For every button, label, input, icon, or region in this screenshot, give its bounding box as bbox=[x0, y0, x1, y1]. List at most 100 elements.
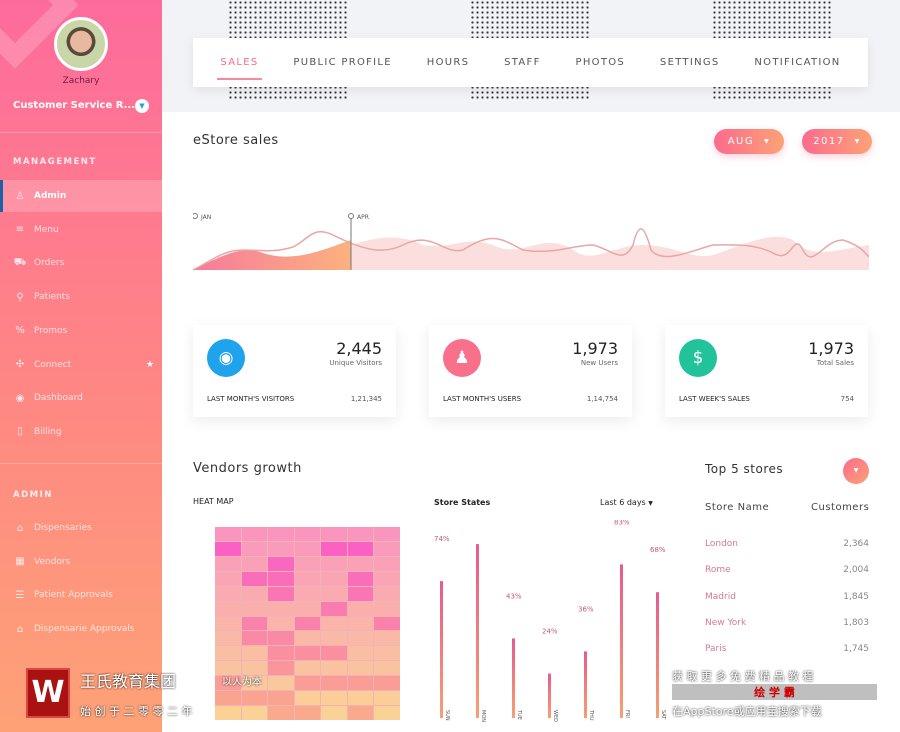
role-dropdown-icon[interactable]: ▼ bbox=[135, 99, 149, 113]
bar-thu[interactable] bbox=[584, 651, 587, 718]
stat-value: 1,973 bbox=[808, 339, 854, 358]
sidebar-item-label: Promos bbox=[34, 325, 68, 336]
store-row[interactable]: London 2,364 bbox=[705, 539, 869, 549]
bar-wed[interactable] bbox=[548, 673, 551, 718]
heatmap-cell bbox=[215, 631, 241, 646]
heatmap-cell bbox=[268, 541, 294, 556]
heatmap-cell bbox=[215, 691, 241, 706]
bar-mon[interactable] bbox=[476, 544, 479, 718]
heatmap-cell bbox=[215, 616, 241, 631]
year-select[interactable]: 2017 ▼ bbox=[802, 129, 872, 154]
sidebar-item-label: Orders bbox=[34, 258, 65, 269]
stat-footer-value: 1,14,754 bbox=[586, 395, 618, 403]
bar-category-label: THU bbox=[588, 709, 594, 721]
top-stores-title: Top 5 stores bbox=[705, 462, 784, 476]
user-icon: ♙ bbox=[15, 190, 25, 202]
heatmap-cell bbox=[347, 556, 374, 571]
user-name: Zachary bbox=[62, 76, 100, 86]
heatmap-cell bbox=[374, 571, 400, 586]
sidebar-item-dashboard[interactable]: ◉ Dashboard bbox=[0, 382, 162, 414]
heatmap-cell bbox=[215, 646, 241, 661]
sidebar-item-admin[interactable]: ♙ Admin bbox=[0, 180, 162, 212]
heatmap-cell bbox=[374, 601, 400, 616]
avatar[interactable] bbox=[54, 17, 108, 71]
heatmap-cell bbox=[268, 586, 294, 601]
heatmap-cell bbox=[294, 556, 321, 571]
heatmap-cell bbox=[268, 691, 294, 706]
dollar-icon: $ bbox=[679, 339, 717, 377]
sidebar-item-label: Dashboard bbox=[34, 393, 83, 404]
sidebar-item-billing[interactable]: ▯ Billing bbox=[0, 416, 162, 448]
sidebar-item-label: Patient Approvals bbox=[34, 590, 113, 601]
heatmap-cell bbox=[268, 556, 294, 571]
heatmap-cell bbox=[374, 706, 400, 720]
tab-sales[interactable]: SALES bbox=[217, 51, 262, 80]
heatmap-cell bbox=[268, 527, 294, 541]
heatmap-cell bbox=[241, 706, 268, 720]
tab-notification[interactable]: NOTIFICATION bbox=[754, 57, 841, 68]
heatmap-cell bbox=[374, 616, 400, 631]
sidebar-item-patients[interactable]: ⚲ Patients bbox=[0, 281, 162, 313]
store-row[interactable]: New York 1,803 bbox=[705, 618, 869, 628]
sidebar-item-promos[interactable]: % Promos bbox=[0, 315, 162, 347]
store-row[interactable]: Madrid 1,845 bbox=[705, 592, 869, 602]
store-row[interactable]: Paris 1,745 bbox=[705, 644, 869, 654]
tab-settings[interactable]: SETTINGS bbox=[659, 57, 720, 68]
dashboard-icon: ◉ bbox=[15, 392, 25, 404]
star-icon[interactable]: ★ bbox=[145, 359, 154, 370]
store-name: London bbox=[705, 539, 738, 549]
bar-sat[interactable] bbox=[656, 592, 659, 718]
tab-staff[interactable]: STAFF bbox=[504, 57, 541, 68]
heatmap-cell bbox=[374, 646, 400, 661]
month-value: AUG bbox=[727, 136, 755, 147]
top-stores-dropdown-button[interactable]: ▼ bbox=[843, 458, 869, 484]
heatmap-cell bbox=[294, 646, 321, 661]
heatmap-cell bbox=[294, 541, 321, 556]
tab-hours[interactable]: HOURS bbox=[426, 57, 470, 68]
store-customers: 1,745 bbox=[843, 644, 869, 655]
heatmap-cell bbox=[321, 631, 347, 646]
sidebar-item-vendors[interactable]: ▦ Vendors bbox=[0, 546, 162, 578]
heatmap-cell bbox=[321, 556, 347, 571]
heatmap-cell bbox=[268, 631, 294, 646]
sidebar-item-dispensarie-approvals[interactable]: ⌂ Dispensarie Approvals bbox=[0, 613, 162, 645]
tab-bar: SALES PUBLIC PROFILE HOURS STAFF PHOTOS SETTI… bbox=[193, 38, 868, 87]
store-row[interactable]: Rome 2,004 bbox=[705, 565, 869, 575]
heatmap-cell bbox=[215, 586, 241, 601]
stat-label: Unique Visitors bbox=[329, 359, 382, 367]
range-select[interactable]: Last 6 days ▼ bbox=[600, 498, 653, 507]
heatmap-cell bbox=[321, 706, 347, 720]
heatmap-cell bbox=[374, 691, 400, 706]
sidebar-item-menu[interactable]: ≡ Menu bbox=[0, 214, 162, 246]
cart-icon: ⛟ bbox=[13, 256, 27, 268]
heatmap-cell bbox=[374, 631, 400, 646]
sidebar-item-patient-approvals[interactable]: ☰ Patient Approvals bbox=[0, 579, 162, 611]
heatmap-cell bbox=[294, 691, 321, 706]
store-name: Paris bbox=[705, 644, 727, 655]
heatmap-cell bbox=[374, 586, 400, 601]
range-value: Last 6 days bbox=[600, 498, 646, 507]
divider bbox=[0, 132, 162, 133]
month-select[interactable]: AUG ▼ bbox=[714, 129, 784, 154]
bar-value-label: 74% bbox=[434, 535, 450, 543]
bar-tue[interactable] bbox=[512, 638, 515, 718]
stat-footer-value: 1,21,345 bbox=[350, 395, 382, 403]
line-series bbox=[193, 228, 869, 271]
document-icon: ☰ bbox=[15, 589, 25, 601]
house-icon: ⌂ bbox=[16, 522, 24, 534]
sidebar-item-dispensaries[interactable]: ⌂ Dispensaries bbox=[0, 512, 162, 544]
heatmap-cell bbox=[241, 646, 268, 661]
heatmap-cell bbox=[241, 541, 268, 556]
tab-photos[interactable]: PHOTOS bbox=[575, 57, 626, 68]
sidebar-item-label: Patients bbox=[34, 292, 71, 303]
store-states-chart: 74%SUN94%MON43%TUE24%WED36%THU83%FRI68%S… bbox=[434, 520, 666, 722]
heatmap-cell bbox=[321, 527, 347, 541]
bar-sun[interactable] bbox=[440, 581, 443, 718]
marker-jan: JAN bbox=[200, 214, 211, 221]
stat-footer-value: 754 bbox=[840, 395, 854, 403]
sidebar-item-orders[interactable]: ⛟ Orders bbox=[0, 247, 162, 279]
tab-public-profile[interactable]: PUBLIC PROFILE bbox=[293, 57, 392, 68]
sidebar-item-connect[interactable]: ✣ Connect ★ bbox=[0, 349, 162, 381]
bar-fri[interactable] bbox=[620, 564, 623, 718]
col-store-name: Store Name bbox=[705, 502, 770, 513]
